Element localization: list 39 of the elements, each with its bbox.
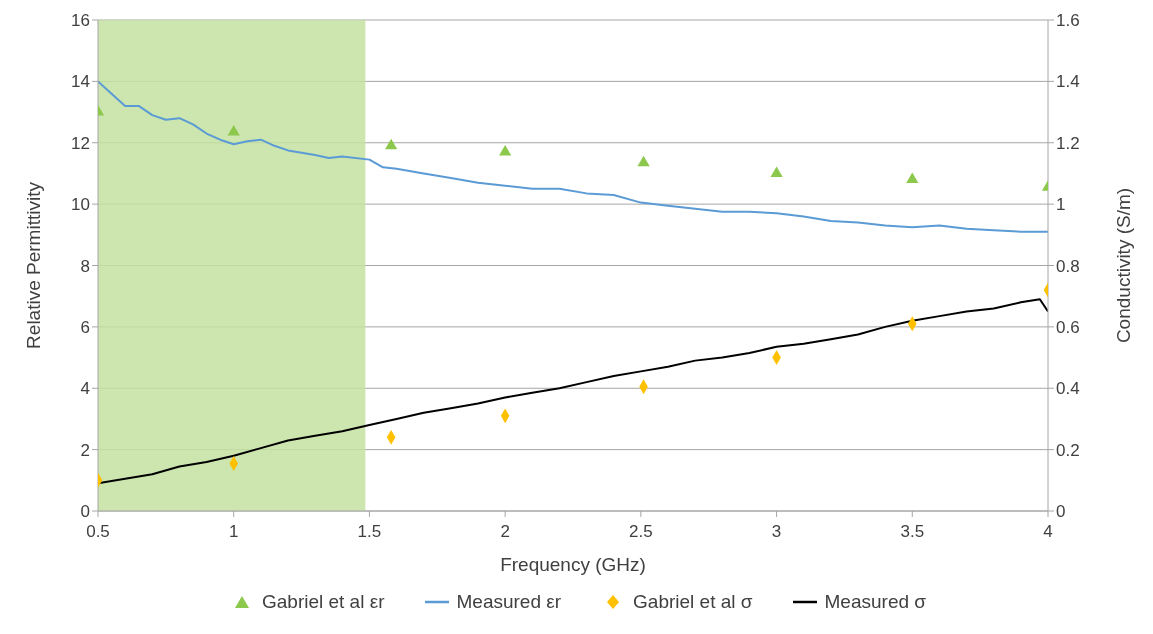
x-axis-title: Frequency (GHz) — [500, 554, 646, 575]
point — [499, 144, 512, 156]
legend-label: Gabriel et al σ — [633, 591, 753, 613]
y-tick-label: 0 — [80, 502, 90, 522]
x-tick-label: 3.5 — [900, 522, 925, 542]
y2-tick-label: 1.4 — [1056, 72, 1080, 92]
y-tick-label: 10 — [71, 195, 90, 215]
y-tick-label: 8 — [80, 256, 90, 276]
y2-tick-label: 0.4 — [1056, 379, 1080, 399]
point — [770, 166, 783, 177]
y-axis-title: Relative Permittivity — [22, 181, 44, 349]
point — [637, 155, 650, 167]
x-tick-label: 1.5 — [357, 522, 382, 542]
y-tick-label: 2 — [80, 440, 90, 460]
legend-label: Gabriel et al εr — [261, 591, 385, 613]
point — [385, 138, 398, 150]
y-tick-label: 6 — [80, 317, 90, 337]
y2-tick-label: 1 — [1056, 195, 1066, 215]
x-tick-label: 4 — [1043, 522, 1053, 542]
y-tick-label: 12 — [71, 133, 90, 153]
point — [227, 124, 240, 136]
x-tick-label: 0.5 — [86, 522, 110, 542]
x-tick-label: 2 — [500, 522, 510, 542]
y2-tick-label: 0.6 — [1056, 317, 1080, 337]
y-tick-label: 16 — [71, 11, 90, 31]
y2-tick-label: 1.6 — [1056, 11, 1080, 31]
y2-tick-label: 0.2 — [1056, 440, 1080, 460]
x-tick-label: 1 — [228, 522, 239, 542]
x-tick-label: 2.5 — [629, 522, 653, 542]
y2-tick-label: 1.2 — [1056, 133, 1080, 153]
point — [906, 172, 919, 184]
legend-label: Measured εr — [456, 591, 562, 613]
y2-tick-label: 0.8 — [1056, 256, 1080, 276]
y-tick-label: 4 — [80, 379, 90, 399]
x-tick-label: 3 — [771, 522, 782, 542]
legend-label: Measured σ — [824, 591, 927, 613]
y2-axis-title: Conductivity (S/m) — [1112, 187, 1134, 344]
y-tick-label: 14 — [71, 72, 90, 92]
y2-tick-label: 0 — [1056, 502, 1066, 522]
